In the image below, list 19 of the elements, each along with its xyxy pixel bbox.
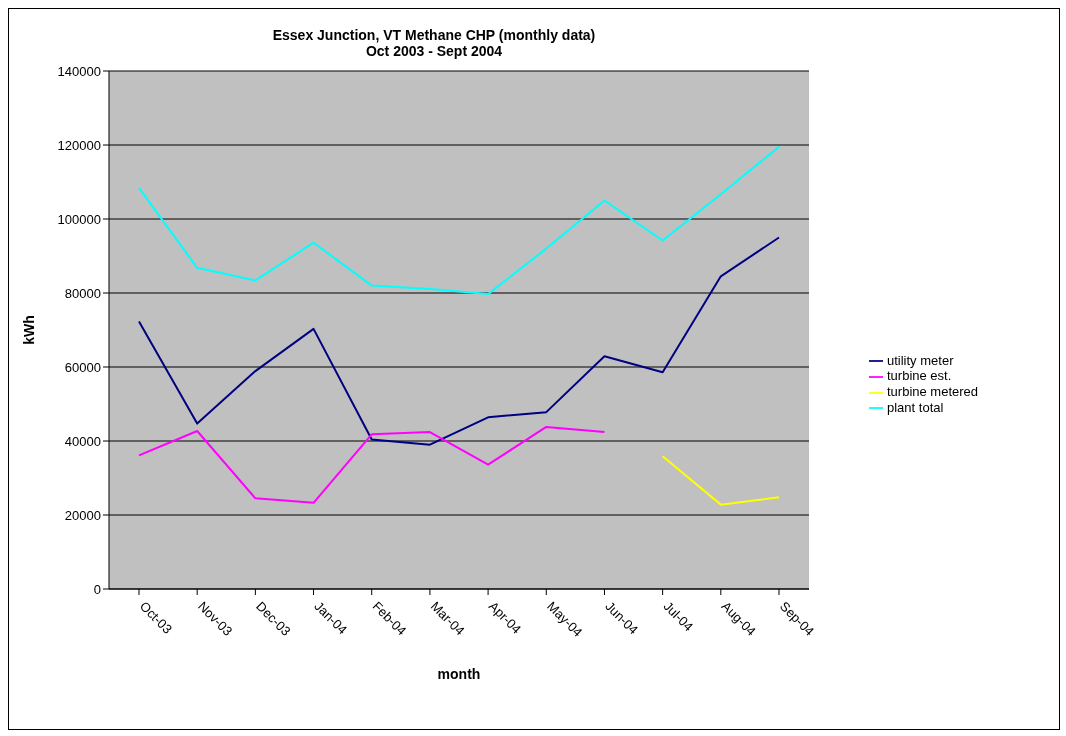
y-tick-label: 60000 (64, 359, 101, 375)
y-tick-label: 80000 (64, 285, 101, 301)
y-tick-label: 0 (93, 581, 101, 597)
y-tick-label: 120000 (57, 137, 101, 153)
legend-label: turbine est. (887, 368, 952, 384)
y-tick-label: 20000 (64, 507, 101, 523)
y-tick-label: 40000 (64, 433, 101, 449)
legend-label: plant total (887, 399, 944, 415)
chart-subtitle: Oct 2003 - Sept 2004 (364, 43, 504, 59)
legend-label: turbine metered (887, 384, 979, 399)
line-series (138, 425, 606, 504)
line-series (138, 145, 780, 296)
chart-title: Essex Junction, VT Methane CHP (monthly data) (271, 27, 597, 43)
legend-label: utility meter (887, 352, 954, 368)
y-axis-title: kWh (20, 315, 37, 345)
x-axis-title: month (437, 666, 481, 682)
y-tick-label: 100000 (57, 211, 101, 227)
line-series (138, 236, 780, 446)
y-tick-label: 140000 (57, 63, 101, 79)
